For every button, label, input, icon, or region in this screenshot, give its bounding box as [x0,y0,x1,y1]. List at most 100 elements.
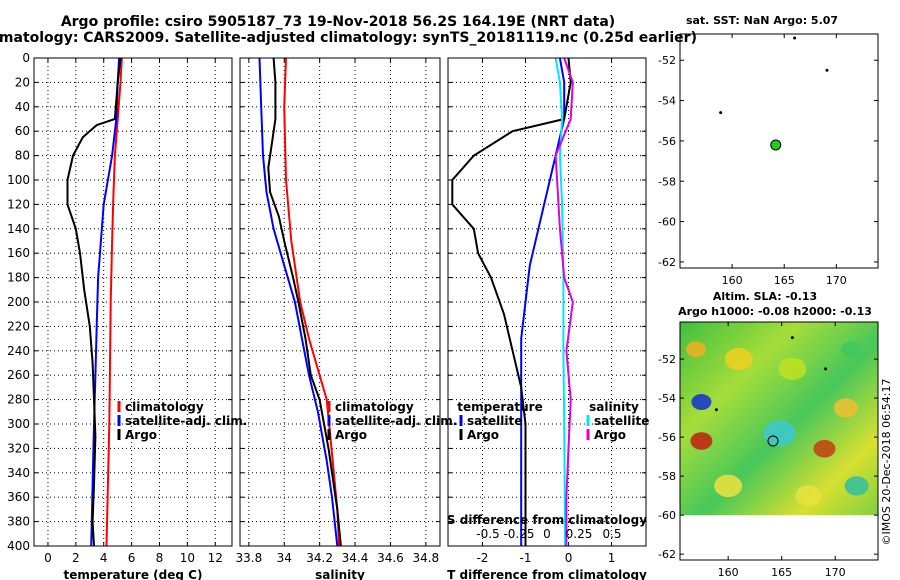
grid-dot [186,170,188,171]
grid-dot [268,130,269,132]
grid-dot [356,228,357,230]
grid-dot [396,399,397,401]
grid-dot [75,90,77,91]
grid-dot [616,81,617,83]
grid-dot [364,203,365,205]
grid-dot [354,306,356,307]
grid-dot [54,447,55,449]
grid-dot [194,399,195,401]
grid-dot [480,521,481,523]
grid-dot [316,203,317,205]
grid-dot [38,472,39,474]
grid-dot [481,86,483,87]
grid-dot [532,496,533,498]
grid-dot [425,506,427,507]
grid-dot [464,203,465,205]
grid-dot [214,186,216,187]
grid-dot [636,472,637,474]
grid-dot [214,179,215,181]
grid-dot [50,277,51,279]
grid-dot [150,325,151,327]
grid-dot [47,122,49,123]
grid-dot [66,106,67,108]
grid-dot [616,496,617,498]
grid-dot [500,325,501,327]
grid-dot [158,166,160,167]
grid-dot [248,446,250,447]
grid-dot [131,478,133,479]
grid-dot [166,203,167,205]
grid-dot [158,458,160,459]
grid-dot [460,179,461,181]
grid-dot [584,472,585,474]
grid-dot [636,447,637,449]
grid-dot [388,252,389,254]
grid-dot [103,250,105,251]
grid-dot [552,130,553,132]
grid-dot [464,325,465,327]
grid-dot [248,498,250,499]
grid-dot [248,134,250,135]
grid-dot [186,290,188,291]
grid-dot [170,374,171,376]
grid-dot [424,374,425,376]
grid-dot [354,518,356,519]
grid-dot [158,226,160,227]
grid-dot [320,203,321,205]
grid-dot [134,374,135,376]
grid-dot [389,198,391,199]
grid-dot [75,350,77,351]
grid-dot [412,228,413,230]
grid-dot [214,194,216,195]
grid-dot [75,390,77,391]
grid-dot [389,430,391,431]
grid-dot [320,521,321,523]
grid-dot [556,106,557,108]
grid-dot [166,350,167,352]
grid-dot [206,301,207,303]
grid-dot [75,310,77,311]
grid-dot [98,521,99,523]
grid-dot [636,179,637,181]
grid-dot [425,106,427,107]
grid-dot [354,238,356,239]
grid-dot [256,423,257,425]
grid-dot [122,399,123,401]
grid-dot [126,301,127,303]
grid-dot [481,238,483,239]
grid-dot [131,514,133,515]
grid-dot [198,521,199,523]
grid-dot [364,374,365,376]
grid-dot [82,81,83,83]
grid-dot [103,134,105,135]
grid-dot [75,382,77,383]
grid-dot [248,447,249,449]
grid-dot [368,423,369,425]
grid-dot [283,230,285,231]
grid-dot [98,399,99,401]
grid-dot [592,277,593,279]
grid-dot [198,228,199,230]
grid-dot [186,126,188,127]
grid-dot [400,447,401,449]
grid-dot [528,203,529,205]
grid-dot [94,350,95,352]
grid-dot [428,155,429,157]
grid-dot [182,106,183,108]
grid-dot [284,496,285,498]
grid-dot [47,62,49,63]
grid-dot [248,362,250,363]
grid-dot [516,399,517,401]
grid-dot [283,434,285,435]
grid-dot [98,228,99,230]
grid-dot [158,301,159,303]
grid-dot [612,203,613,205]
grid-dot [131,278,133,279]
grid-dot [428,277,429,279]
grid-dot [389,478,391,479]
grid-dot [389,482,391,483]
grid-dot [352,81,353,83]
grid-dot [283,466,285,467]
grid-dot [612,301,613,303]
grid-dot [186,450,188,451]
